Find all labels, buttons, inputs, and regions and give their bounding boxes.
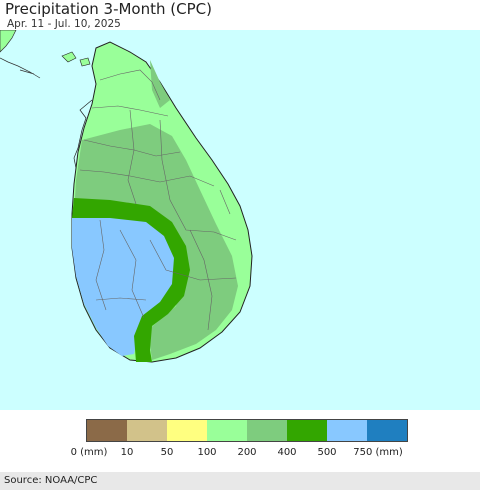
legend-label-100: 100 [197,447,217,458]
zone-750 [72,218,178,356]
zone-200 [74,124,238,360]
legend-label-400: 400 [277,447,297,458]
mannar-coast [73,99,93,169]
legend-swatch-10 [127,420,167,441]
legend-label-10: 10 [120,447,134,458]
map-title: Precipitation 3-Month (CPC) [5,0,212,18]
color-legend [86,419,408,442]
zone-200-north [150,60,170,108]
legend-swatch-200 [247,420,287,441]
india-coast [0,30,17,53]
legend-swatch-100 [207,420,247,441]
legend-swatch-50 [167,420,207,441]
legend-swatch-0 [87,420,127,441]
legend-label-500: 500 [317,447,337,458]
date-range: Apr. 11 - Jul. 10, 2025 [7,18,121,30]
legend-label-750: 750 (mm) [353,447,403,458]
legend-label-200: 200 [237,447,257,458]
precipitation-map [0,30,480,410]
legend-label-50: 50 [160,447,174,458]
source-credit: Source: NOAA/CPC [4,475,98,486]
footer-bar: Source: NOAA/CPC [0,472,480,490]
legend-label-0: 0 (mm) [70,447,108,458]
legend-swatch-750 [367,420,407,441]
legend-swatch-500 [327,420,367,441]
district-boundaries [79,69,237,331]
zone-400-band [72,198,190,362]
jaffna-islands [61,51,91,67]
legend-swatch-400 [287,420,327,441]
india-coast-outline [0,57,41,79]
